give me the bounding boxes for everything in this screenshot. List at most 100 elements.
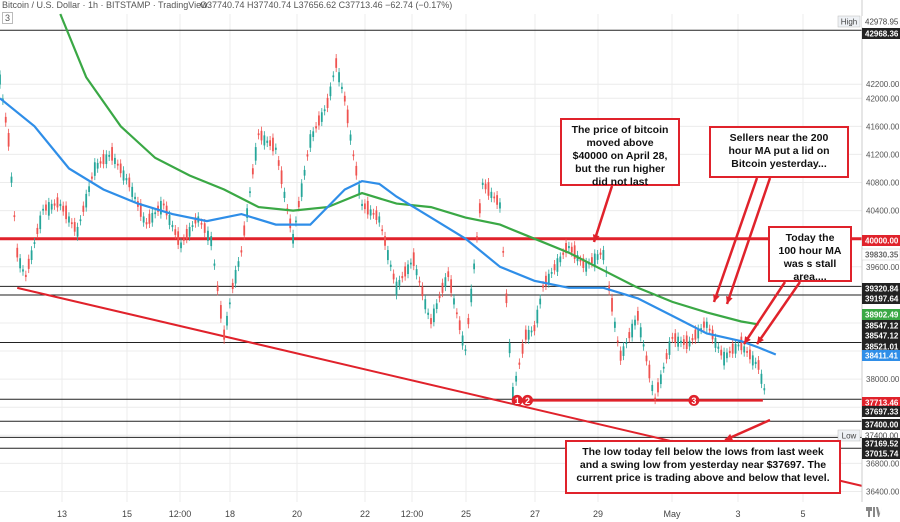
candle-body (306, 154, 309, 157)
price-tag-value: 37015.74 (865, 450, 899, 459)
candle-body (240, 250, 243, 253)
candle-body (453, 298, 455, 305)
candle-body (539, 298, 542, 305)
annotation-200ma: Sellers near the 200 hour MA put a lid o… (709, 126, 849, 178)
candle-body (404, 266, 407, 277)
candle-body (171, 224, 174, 228)
candle-body (432, 308, 435, 323)
x-tick-label: 27 (530, 509, 540, 519)
candle-body (680, 340, 682, 343)
candle-body (613, 321, 616, 328)
extreme-tag-label-box (837, 429, 861, 442)
candle-body (685, 335, 688, 350)
candle-body (726, 352, 728, 359)
candle-body (746, 351, 748, 353)
swing-marker (522, 394, 534, 406)
candle-body (108, 155, 111, 157)
candle-body (177, 231, 180, 245)
candle-body (418, 280, 421, 283)
candle-body (659, 374, 662, 385)
candle-body (42, 208, 44, 211)
candle-body (65, 205, 67, 220)
extreme-tag-label: High (841, 18, 857, 27)
candle-body (508, 343, 511, 354)
candle-body (553, 264, 556, 271)
candle-body (438, 295, 441, 299)
candle-body (283, 191, 286, 198)
candle-body (700, 328, 702, 330)
candle-body (639, 327, 642, 338)
candle-body (243, 225, 246, 236)
candle-body (318, 115, 320, 126)
candle-body (274, 147, 277, 150)
candle-body (251, 168, 254, 175)
candle-body (246, 208, 249, 218)
extreme-tag-value: 42978.95 (865, 18, 899, 27)
candle-body (654, 397, 657, 400)
candle-body (102, 154, 105, 165)
candle-body (180, 242, 182, 249)
candle-body (398, 279, 401, 286)
candle-body (409, 262, 412, 265)
candle-body (128, 177, 131, 188)
ma200-line (59, 13, 759, 326)
candle-body (616, 340, 619, 343)
candle-body (203, 223, 206, 233)
candle-body (165, 205, 168, 216)
candle-body (521, 343, 524, 354)
x-tick-label: 12:00 (401, 509, 424, 519)
x-tick-label: May (663, 509, 681, 519)
annotation-arrowhead (725, 433, 733, 441)
candle-body (591, 257, 593, 264)
candle-body (611, 298, 613, 312)
candle-body (751, 355, 754, 366)
candle-body (559, 256, 562, 263)
candle-body (47, 202, 50, 216)
candle-body (427, 312, 430, 315)
candle-body (378, 216, 381, 223)
candle-body (496, 195, 498, 205)
candle-body (119, 163, 122, 174)
price-tag-value: 39320.84 (865, 285, 899, 294)
candle-body (292, 233, 294, 244)
candle-body (228, 302, 231, 305)
candle-body (226, 315, 228, 326)
candle-body (352, 154, 355, 157)
candle-body (502, 250, 505, 253)
tradingview-logo-icon[interactable] (866, 506, 882, 518)
candle-body (280, 170, 283, 185)
candle-body (122, 170, 125, 181)
candle-body (602, 250, 605, 261)
candle-body (131, 186, 134, 197)
candle-body (366, 200, 369, 215)
candle-body (527, 329, 530, 340)
price-tag-value: 38521.01 (865, 343, 899, 352)
swing-marker (688, 394, 700, 406)
candle-body (16, 247, 19, 258)
candle-body (320, 112, 323, 122)
y-tick-label: 41600.00 (866, 122, 900, 131)
candle-body (231, 282, 234, 290)
annotation-arrow (742, 281, 787, 345)
price-tag-value: 38902.49 (865, 311, 899, 320)
price-tag (862, 28, 900, 39)
candle-body (260, 130, 263, 141)
candle-body (568, 245, 570, 249)
candle-body (309, 134, 312, 148)
candle-body (85, 193, 88, 208)
symbol-header: Bitcoin / U.S. Dollar · 1h · BITSTAMP · … (2, 0, 208, 10)
candle-body (315, 126, 317, 129)
candle-body (573, 245, 576, 259)
candle-body (533, 325, 536, 332)
indicator-count-badge[interactable]: 3 (2, 12, 14, 24)
candle-body (585, 262, 588, 272)
candle-body (364, 203, 366, 210)
candle-body (358, 184, 361, 195)
candle-body (300, 183, 303, 197)
candle-body (312, 131, 315, 137)
candle-body (237, 261, 240, 267)
price-tag (862, 283, 900, 294)
candle-body (467, 318, 470, 325)
candle-body (45, 204, 47, 211)
